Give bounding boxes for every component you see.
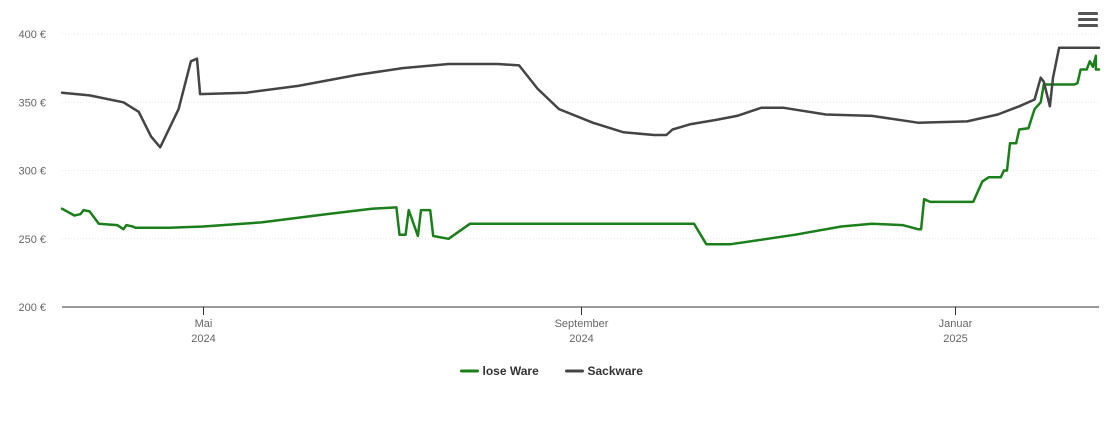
y-tick-label: 300 € <box>18 166 46 178</box>
y-tick-label: 400 € <box>18 29 46 41</box>
x-tick-label-year: 2024 <box>191 333 215 345</box>
x-tick-label-month: Mai <box>195 318 213 330</box>
legend[interactable]: lose Ware Sackware <box>460 364 644 378</box>
x-tick-label-month: September <box>555 318 609 330</box>
legend-item[interactable]: Sackware <box>565 364 644 378</box>
y-axis: 200 € 250 € 300 € 350 € 400 € <box>18 29 46 314</box>
y-tick-label: 350 € <box>18 97 46 109</box>
x-axis: Mai 2024 September 2024 Januar 2025 <box>62 306 1099 345</box>
menu-bar <box>1078 12 1098 15</box>
x-tick-label-month: Januar <box>939 318 973 330</box>
x-tick-label-year: 2024 <box>569 333 593 345</box>
y-tick-label: 250 € <box>18 234 46 246</box>
y-tick-label: 200 € <box>18 302 46 314</box>
legend-label: Sackware <box>588 364 644 378</box>
x-tick-label-year: 2025 <box>943 333 967 345</box>
legend-label: lose Ware <box>483 364 540 378</box>
grid-layer <box>62 33 1099 240</box>
menu-bar <box>1078 24 1098 27</box>
series-layer <box>60 46 1101 246</box>
series-line-sackware[interactable] <box>60 46 1101 149</box>
legend-item[interactable]: lose Ware <box>460 364 540 378</box>
hamburger-menu-icon[interactable] <box>1078 12 1098 30</box>
series-line-lose-ware[interactable] <box>60 54 1101 246</box>
menu-bar <box>1078 18 1098 21</box>
